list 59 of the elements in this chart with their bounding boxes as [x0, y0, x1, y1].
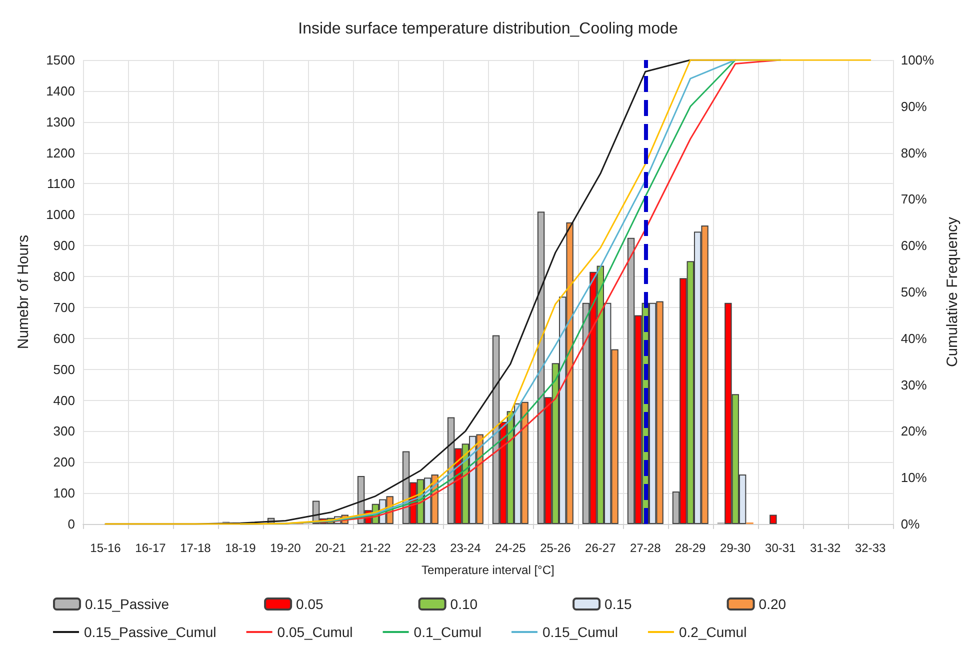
y-tick-label: 400	[53, 392, 75, 408]
x-tick-label: 23-24	[450, 541, 482, 555]
x-tick-label: 32-33	[855, 541, 886, 555]
y2-tick-label: 90%	[900, 98, 928, 114]
legend-label: 0.15_Passive_Cumul	[84, 624, 216, 640]
y-tick-label: 200	[53, 454, 75, 470]
x-tick-label: 18-19	[225, 541, 256, 555]
y2-tick-label: 70%	[900, 192, 928, 207]
x-tick-label: 22-23	[405, 541, 436, 555]
y-tick-label: 800	[53, 269, 75, 284]
x-tick-label: 27-28	[630, 541, 662, 555]
y-tick-label: 600	[53, 330, 75, 346]
y2-tick-label: 0%	[900, 516, 920, 532]
y-tick-label: 700	[53, 300, 75, 315]
y-tick-label: 1100	[47, 176, 75, 192]
x-tick-label: 19-20	[270, 541, 302, 555]
x-tick-label: 26-27	[585, 541, 616, 555]
y2-tick-label: 60%	[900, 238, 928, 254]
y2-tick-label: 30%	[900, 377, 928, 392]
x-axis-title: Temperature interval [°C]	[421, 563, 554, 577]
y-tick-label: 300	[53, 424, 75, 439]
y-tick-label: 500	[53, 362, 75, 377]
y-tick-label: 1200	[46, 145, 75, 160]
y2-tick-label: 10%	[900, 470, 928, 486]
chart-title: Inside surface temperature distribution_Cooling mode	[298, 20, 678, 38]
y2-tick-label: 100%	[900, 52, 935, 68]
y2-tick-label: 40%	[900, 330, 928, 346]
y2-tick-label: 80%	[900, 145, 928, 160]
legend-label: 0.2_Cumul	[678, 624, 747, 640]
x-tick-label: 21-22	[360, 541, 392, 555]
y-tick-label: 1500	[46, 52, 75, 68]
x-tick-label: 25-26	[540, 541, 572, 555]
legend-label: 0.05	[296, 596, 324, 612]
legend-label: 0.15	[604, 596, 632, 612]
legend-label: 0.05_Cumul	[277, 624, 353, 640]
x-tick-label: 17-18	[180, 541, 212, 555]
y2-axis-title: Cumulative Frequency	[944, 216, 961, 368]
x-tick-label: 16-17	[135, 541, 166, 555]
y-tick-label: 1300	[46, 114, 75, 130]
x-tick-label: 31-32	[810, 541, 842, 555]
y2-tick-label: 50%	[900, 284, 928, 300]
legend-label: 0.15_Cumul	[542, 624, 618, 640]
y-axis-title: Numebr of Hours	[15, 234, 32, 350]
y-tick-label: 900	[53, 238, 75, 254]
legend-label: 0.1_Cumul	[414, 624, 482, 640]
x-tick-label: 20-21	[315, 541, 346, 555]
y2-tick-label: 20%	[900, 424, 928, 439]
legend-label: 0.15_Passive	[85, 596, 170, 612]
x-tick-label: 29-30	[720, 541, 752, 555]
x-tick-label: 15-16	[90, 541, 122, 555]
x-tick-label: 24-25	[495, 541, 526, 555]
legend-label: 0.20	[758, 596, 786, 612]
x-tick-label: 30-31	[765, 541, 796, 555]
y-tick-label: 1000	[46, 207, 75, 222]
y-tick-label: 1400	[46, 83, 75, 98]
y-tick-label: 0	[68, 516, 75, 532]
y-tick-label: 100	[53, 486, 75, 501]
legend-label: 0.10	[450, 596, 478, 612]
x-tick-label: 28-29	[675, 541, 706, 555]
